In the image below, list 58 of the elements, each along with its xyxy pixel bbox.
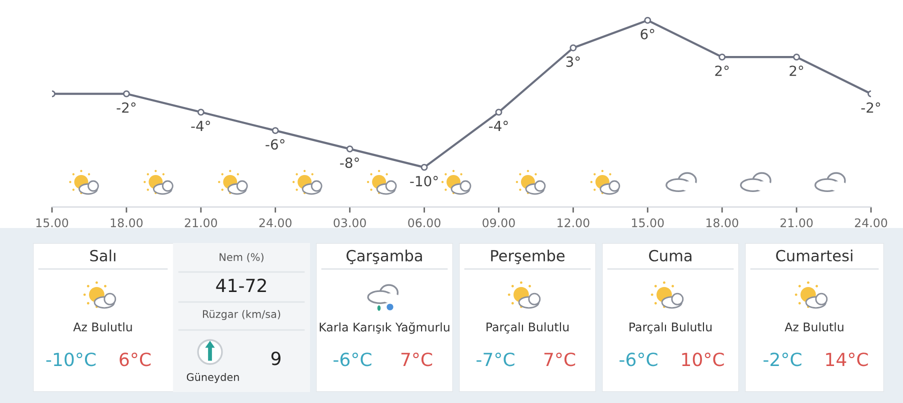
data-label: -10°	[410, 176, 438, 186]
text: -6°C	[620, 352, 658, 366]
point	[495, 108, 502, 116]
data-label: -8°	[340, 158, 359, 168]
data-label: -2°	[861, 102, 880, 113]
text: Parçalı Bulutlu	[630, 322, 712, 334]
text: Salı	[90, 250, 116, 262]
point	[346, 145, 354, 152]
text: -10°C	[46, 352, 96, 366]
point	[718, 54, 726, 61]
text: Rüzgar (km/sa)	[202, 310, 280, 320]
data-label: -2°	[116, 102, 136, 113]
data-label: -4°	[191, 120, 210, 132]
text: Güneyden	[186, 372, 239, 384]
data-label: 2°	[790, 66, 804, 76]
point	[420, 164, 428, 171]
point	[197, 108, 204, 116]
data-label: -4°	[489, 120, 508, 132]
text: 7°C	[401, 352, 432, 366]
text: Az Bulutlu	[784, 322, 844, 332]
data-label: 3°	[566, 56, 580, 67]
point	[272, 127, 279, 134]
data-label: -6°	[266, 139, 284, 150]
text: Karla Karışık Yağmurlu	[320, 322, 450, 334]
x-tick-label: 21.00	[184, 218, 218, 228]
text: Cuma	[649, 250, 692, 262]
text: 14°C	[826, 352, 868, 366]
x-tick-label: 09.00	[482, 218, 515, 228]
text: -2°C	[764, 352, 802, 366]
x-tick-label: 18.00	[110, 218, 143, 228]
text: Cumartesi	[776, 250, 852, 262]
data-label: 6°	[640, 28, 654, 40]
text: -7°C	[476, 352, 514, 366]
text: 9	[271, 352, 280, 366]
text: 6°C	[120, 352, 151, 366]
point	[570, 44, 577, 52]
point	[793, 54, 800, 61]
text: 7°C	[544, 352, 576, 366]
text: Perşembe	[491, 250, 565, 264]
x-tick-label: 03.00	[334, 218, 366, 228]
text: 41-72	[216, 278, 266, 292]
x-tick-label: 15.00	[632, 218, 664, 228]
point	[122, 90, 130, 98]
text: Nem (%)	[220, 252, 264, 262]
x-tick-label: 12.00	[558, 218, 590, 228]
point	[644, 16, 652, 24]
text: Parçalı Bulutlu	[486, 322, 569, 334]
x-tick-label: 18.00	[706, 218, 738, 228]
x-tick-label: 06.00	[408, 218, 440, 228]
x-tick-label: 24.00	[854, 218, 888, 228]
x-tick-label: 24.00	[259, 218, 292, 228]
text: -6°C	[334, 352, 372, 366]
x-tick-label: 21.00	[780, 218, 813, 228]
data-label: 2°	[715, 66, 729, 76]
x-tick-label: 15.00	[36, 218, 68, 228]
text: Çarşamba	[346, 250, 422, 264]
text: Az Bulutlu	[73, 322, 132, 332]
text: 10°C	[682, 352, 724, 366]
